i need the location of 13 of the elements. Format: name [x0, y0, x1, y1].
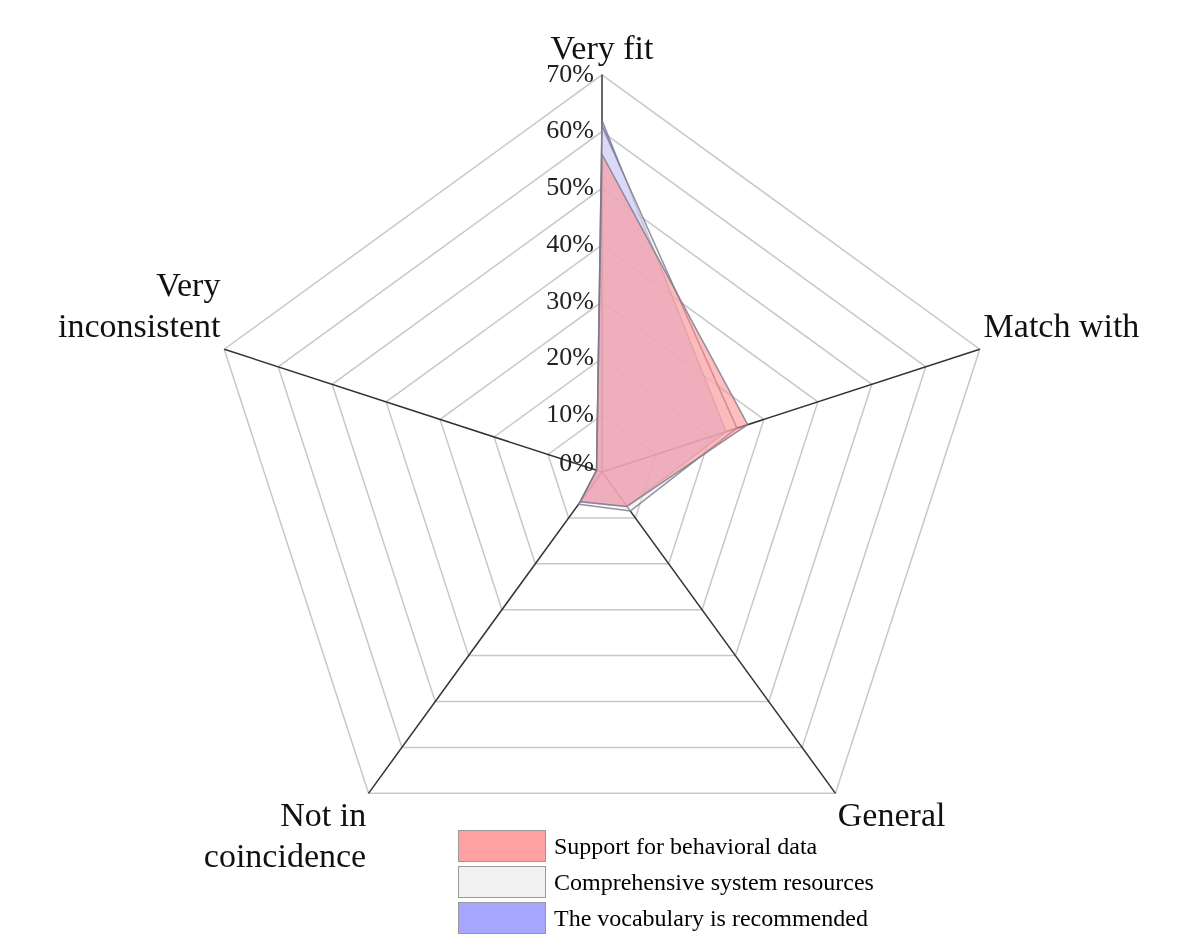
- spoke-label: Not in coincidence: [203, 795, 367, 874]
- y-tick-label: 30%: [546, 285, 594, 315]
- legend-label: Support for behavioral data: [554, 832, 818, 861]
- spoke-label: Match with: [983, 306, 1140, 344]
- spoke-label: General: [837, 795, 946, 833]
- y-tick-label: 50%: [546, 172, 594, 202]
- y-tick-label: 10%: [546, 399, 594, 429]
- legend-label: The vocabulary is recommended: [554, 904, 868, 933]
- y-tick-label: 20%: [546, 342, 594, 372]
- y-tick-label: 40%: [546, 228, 594, 258]
- spoke-label: Very inconsistent: [58, 265, 221, 344]
- legend-label: Comprehensive system resources: [554, 868, 874, 897]
- y-tick-label: 60%: [546, 115, 594, 145]
